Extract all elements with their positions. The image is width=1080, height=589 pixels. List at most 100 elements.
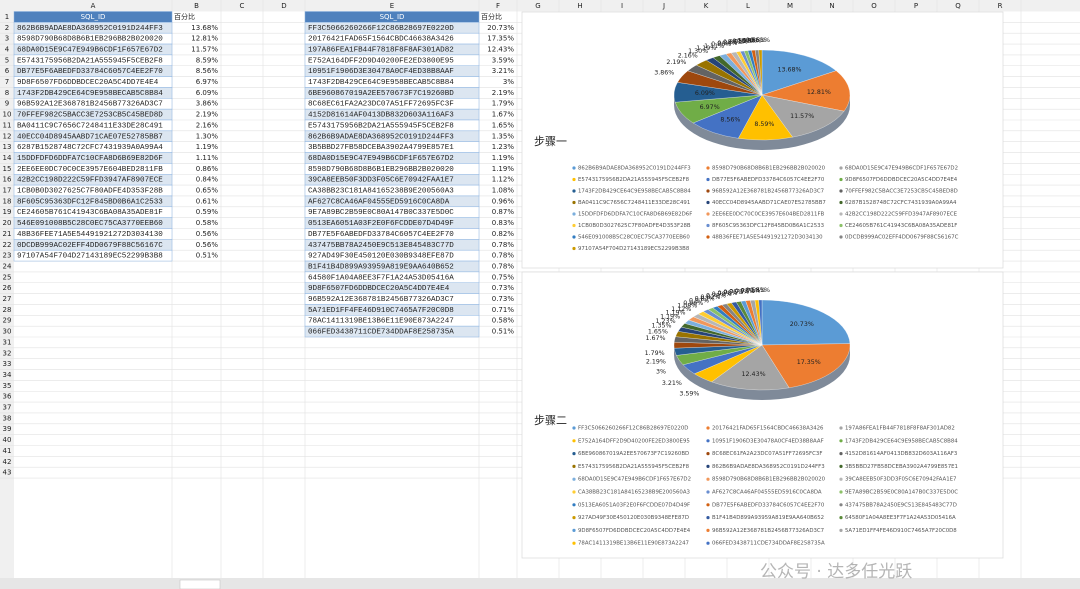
legend-entry: 97107A54F704D27143189EC52299B3B8 (578, 246, 690, 252)
legend-entry: 8598D790B68D8B6B1EB296BB2B020020 (712, 477, 826, 483)
percent: 1.67% (492, 111, 515, 119)
data-label: 3.59% (679, 390, 699, 397)
sheet-tab[interactable] (179, 579, 221, 589)
row-number: 11 (3, 121, 12, 129)
legend-swatch (572, 189, 576, 193)
legend-swatch (839, 477, 843, 481)
sql-id: 4152D81614AF0413DB832D603A116AF3 (308, 112, 454, 120)
legend-swatch (706, 490, 710, 494)
legend-swatch (839, 200, 843, 205)
legend-swatch (706, 503, 710, 507)
percent: 6.09% (196, 89, 219, 97)
sql-id: 1743F2DB429CE64C9E958BECAB5C8B84 (17, 90, 163, 98)
legend-entry: FF3C5066260266F12C86B28697E0220D (578, 426, 688, 432)
data-label: 0.78% (712, 291, 732, 298)
legend-entry: 9D8F6507FD6DDBDCEC20A5C4DD7E4E4 (578, 528, 691, 534)
sql-id: DB77E5F6ABEDFD33784C6057C4EE2F70 (17, 68, 163, 76)
data-label: 0.56% (741, 37, 761, 44)
sql-id: 96B592A12E368781B2456B77326AD3C7 (308, 296, 454, 304)
legend-swatch (839, 516, 843, 520)
legend-entry: 4152D81614AF0413DB832D603A116AF3 (845, 451, 957, 457)
row-number: 39 (3, 425, 12, 433)
sql-id: 2EE6EE0DC70C0CE3957E604BED2811FB (17, 166, 163, 174)
legend-entry: 5A71ED1FF4FE46D910C7465A7F20C0D8 (845, 528, 957, 534)
percent: 2.19% (492, 89, 515, 97)
percent: 1.35% (492, 132, 515, 140)
sql-id: 546E091008B5C28C0EC75CA3770EEB60 (17, 220, 163, 228)
percent: 3.86% (196, 100, 219, 108)
percent: 1.11% (196, 154, 219, 162)
table-header: 百分比 (174, 12, 195, 21)
legend-entry: DB77E5F6ABEDFD33784C6057C4EE2F70 (712, 177, 825, 183)
legend-entry: 3B5BBD27FB58DCEBA3902A4799E857E1 (845, 464, 958, 470)
data-label: 0.96% (683, 300, 703, 307)
data-label: 2.19% (646, 358, 666, 365)
legend-entry: 437475BB78A2450E9C513E845483C77D (845, 502, 957, 508)
percent: 0.82% (492, 230, 515, 238)
row-number: 34 (3, 371, 12, 379)
column-letter: I (621, 2, 623, 10)
legend-entry: 68DA0D15E9C47E949B6CDF1F657E67D2 (845, 166, 958, 172)
sql-id: DB77E5F6ABEDFD33784C6057C4EE2F70 (308, 231, 454, 239)
sql-id: 197A86FEA1FB44F7818F8F8AF301AD82 (308, 46, 454, 54)
pie-slice (761, 343, 851, 388)
data-label: 1.23% (656, 318, 676, 325)
percent: 0.86% (196, 165, 219, 173)
percent: 0.56% (196, 230, 219, 238)
legend-swatch (572, 503, 576, 507)
legend-entry: 78AC1411319BE13B6E11E90E873A2247 (578, 541, 689, 547)
row-number: 24 (3, 262, 12, 270)
legend-swatch (839, 503, 843, 507)
row-number: 28 (3, 306, 12, 314)
legend-entry: AF627C8CA46AF04555ED5916C0CA8DA (712, 490, 822, 496)
data-label: 1.08% (677, 303, 697, 310)
data-label: 6.97% (700, 104, 720, 111)
chart-title: 步骤一 (534, 135, 567, 148)
legend-entry: 6287B1528748C72CFC7431939A0A99A4 (845, 200, 957, 206)
row-number: 16 (3, 176, 12, 184)
chart-title: 步骤二 (534, 414, 567, 427)
sql-id: 9D8F6507FD6DDBDCEC20A5C4DD7E4E4 (17, 79, 159, 87)
legend-swatch (706, 426, 710, 430)
data-label: 0.65% (723, 39, 743, 46)
legend-swatch (706, 200, 710, 205)
percent: 17.35% (487, 35, 514, 43)
sql-id: 0DCDB999AC02EFF4DD0679F88C56167C (17, 242, 163, 250)
column-letter: J (662, 2, 665, 10)
data-label: 1.19% (660, 314, 680, 321)
data-label: 2.16% (678, 52, 698, 59)
pie-slice (711, 344, 790, 391)
pie-slice (761, 70, 851, 112)
data-label: 0.83% (695, 296, 715, 303)
sql-id: 20176421FAD65F1564CBDC46638A3426 (308, 36, 454, 44)
legend-swatch (572, 212, 576, 216)
column-letter: K (704, 2, 709, 10)
column-letter: D (281, 2, 286, 10)
legend-entry: 64580F1A04A8EE3F7F1A24A53D05416A (845, 515, 956, 521)
percent: 0.51% (492, 328, 515, 336)
data-label: 1.35% (651, 323, 671, 330)
percent: 0.83% (492, 219, 515, 227)
sql-id: 9E7A89BC2B59E0C80A147B0C337E5D0C (308, 209, 454, 217)
legend-swatch (706, 439, 710, 443)
percent: 3.59% (492, 56, 515, 64)
percent: 1.79% (492, 100, 515, 108)
data-label: 3.21% (662, 380, 682, 387)
legend-swatch (572, 166, 576, 170)
sql-id: 10951F1906D3E30478A0CF4ED38B8AAF (308, 68, 454, 76)
row-number: 21 (3, 230, 12, 238)
sql-id: 40ECC04D8945AABD71CAE07E52785BB7 (17, 133, 163, 141)
column-letter: Q (955, 2, 961, 10)
percent: 1.08% (492, 187, 515, 195)
legend-entry: 68DA0D15E9C47E949B6CDF1F657E67D2 (578, 477, 691, 483)
data-label: 3% (656, 369, 666, 376)
data-label: 0.58% (737, 38, 757, 45)
legend-swatch (706, 528, 710, 533)
legend-entry: 39CA8EEB50F3DD3F05C6E70942FAA1E7 (845, 477, 956, 483)
percent: 0.58% (196, 219, 219, 227)
legend-entry: E5743175956B2DA21A555945F5CEB2F8 (578, 177, 690, 183)
sql-id: FF3C5066260266F12C86B28697E0220D (308, 25, 454, 33)
sql-id: 437475BB78A2450E9C513E845483C77D (308, 242, 454, 250)
legend-entry: 42B2CC198D222C59FFD3947AF8907ECE (845, 212, 958, 218)
